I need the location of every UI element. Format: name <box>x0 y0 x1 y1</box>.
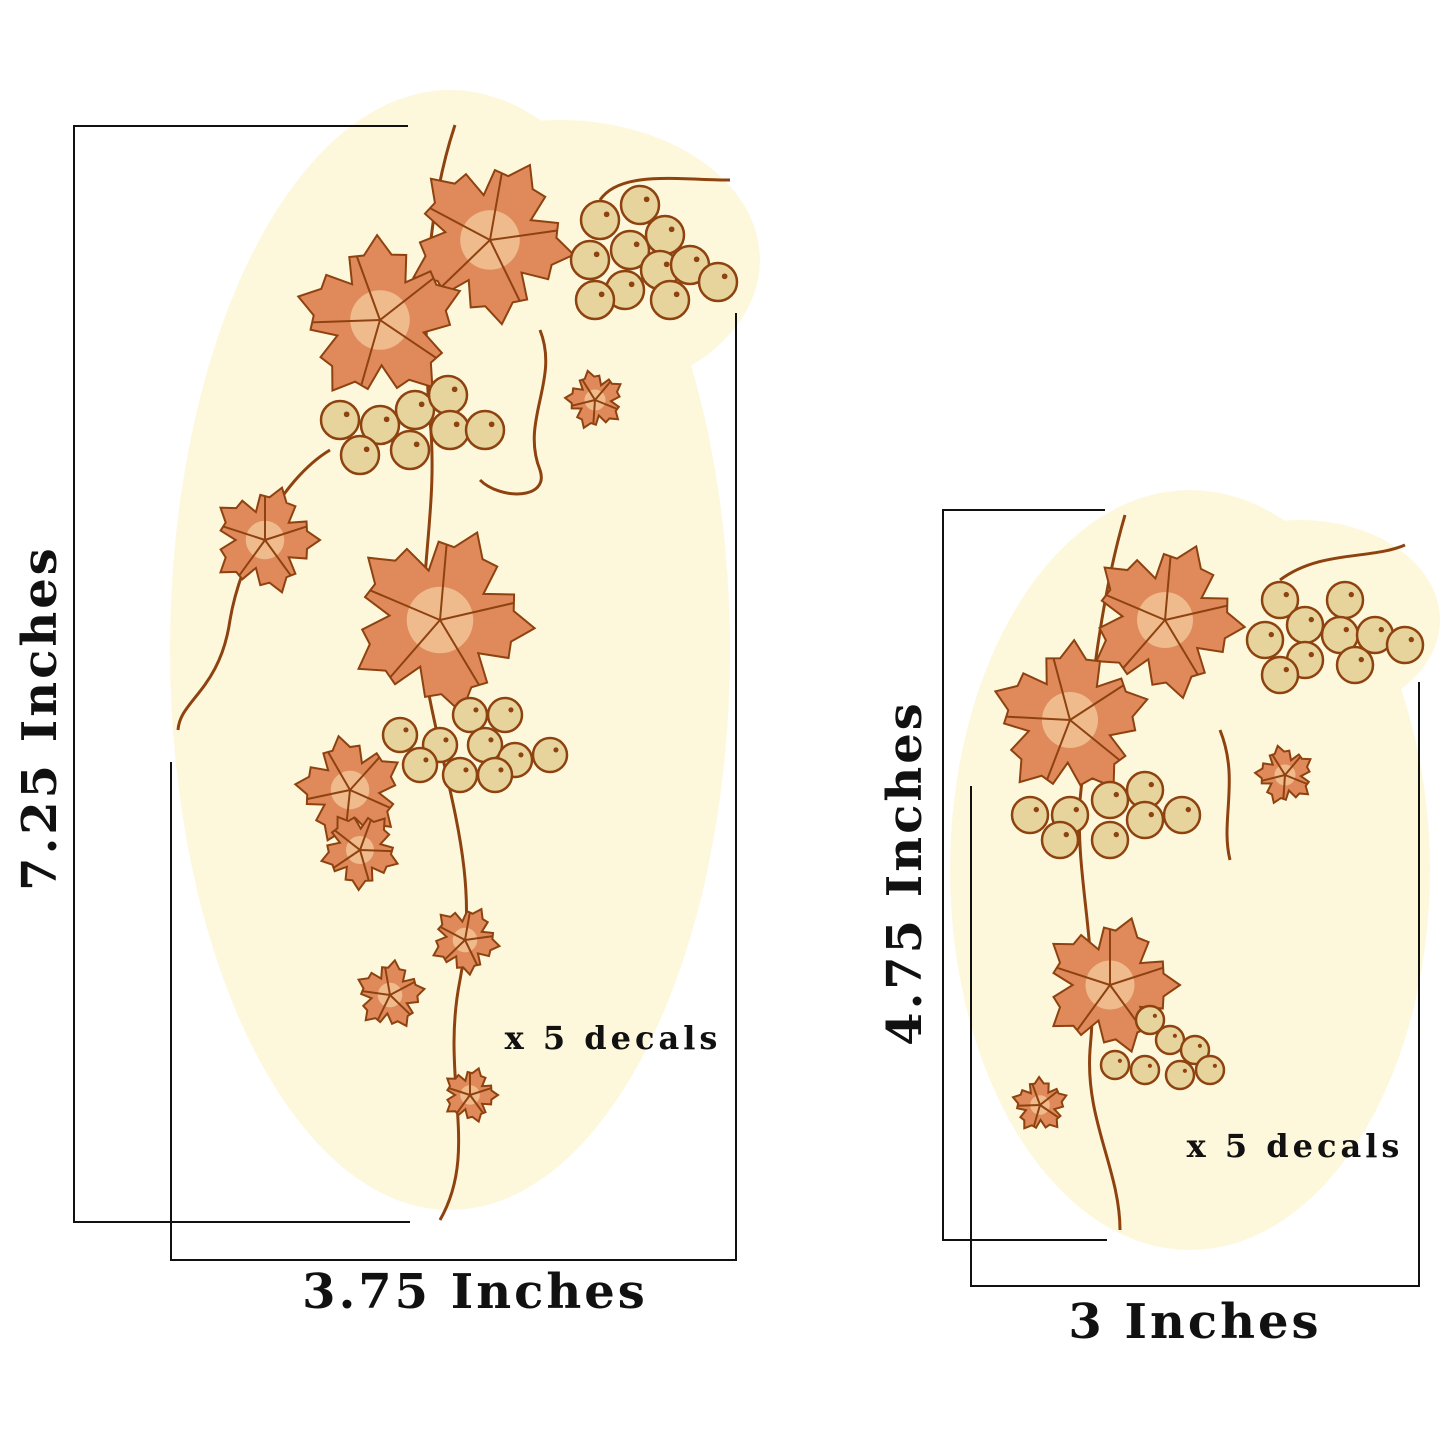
large-width-label: 3.75 Inches <box>302 1264 648 1320</box>
vine-stem <box>1077 514 1127 1231</box>
vine-stem <box>1218 729 1232 861</box>
grape <box>1099 1049 1131 1081</box>
grape <box>394 389 436 431</box>
grape <box>1090 780 1130 820</box>
grape <box>1010 795 1050 835</box>
grape <box>1162 795 1202 835</box>
grape <box>697 261 739 303</box>
small-width-bracket <box>970 682 1420 1287</box>
grape-leaf <box>1051 916 1182 1054</box>
grape <box>1125 800 1165 840</box>
grape <box>569 239 611 281</box>
grape <box>1194 1054 1226 1086</box>
small-width-label: 3 Inches <box>1068 1294 1322 1350</box>
grape <box>1134 1004 1166 1036</box>
grape-leaf <box>296 233 462 392</box>
grape <box>339 434 381 476</box>
vine-stem <box>176 448 331 731</box>
grape <box>476 756 514 794</box>
large-quantity-label: x 5 decals <box>504 1019 722 1057</box>
grape <box>609 229 651 271</box>
grape <box>1260 580 1300 620</box>
grape-leaf <box>431 907 502 977</box>
grape <box>1040 820 1080 860</box>
grape <box>579 199 621 241</box>
grape <box>486 696 524 734</box>
grape <box>531 736 569 774</box>
grape-leaf <box>357 530 537 715</box>
grape <box>1385 625 1425 665</box>
grape-leaf <box>445 1066 500 1124</box>
small-height-label: 4.75 Inches <box>877 700 933 1046</box>
small-height-bracket <box>942 509 1107 1241</box>
vine-stem <box>478 329 548 496</box>
grape <box>389 429 431 471</box>
grape <box>1164 1059 1196 1091</box>
grape <box>1245 620 1285 660</box>
grape-leaf <box>993 638 1149 789</box>
grape-leaf <box>1094 544 1247 700</box>
grape-leaf <box>563 369 622 430</box>
grape <box>401 746 439 784</box>
grape <box>574 279 616 321</box>
grape <box>359 404 401 446</box>
grape <box>1335 645 1375 685</box>
vine-stem <box>1279 543 1406 582</box>
grape-leaf <box>219 486 322 594</box>
grape <box>381 716 419 754</box>
grape-leaf <box>411 163 576 326</box>
grape-leaf <box>1011 1075 1068 1130</box>
small-quantity-label: x 5 decals <box>1186 1127 1404 1165</box>
grape <box>1129 1054 1161 1086</box>
vine-stem <box>598 176 731 201</box>
large-height-bracket <box>73 125 410 1223</box>
grape <box>1260 655 1300 695</box>
grape-leaf <box>1253 744 1312 805</box>
large-height-label: 7.25 Inches <box>12 545 68 891</box>
grape-leaf <box>319 815 400 892</box>
grape <box>1179 1034 1211 1066</box>
grape <box>649 279 691 321</box>
grape <box>619 184 661 226</box>
grape <box>1090 820 1130 860</box>
grape <box>464 409 506 451</box>
grape <box>319 399 361 441</box>
large-width-bracket <box>170 313 737 1261</box>
grape-leaf <box>356 958 427 1028</box>
